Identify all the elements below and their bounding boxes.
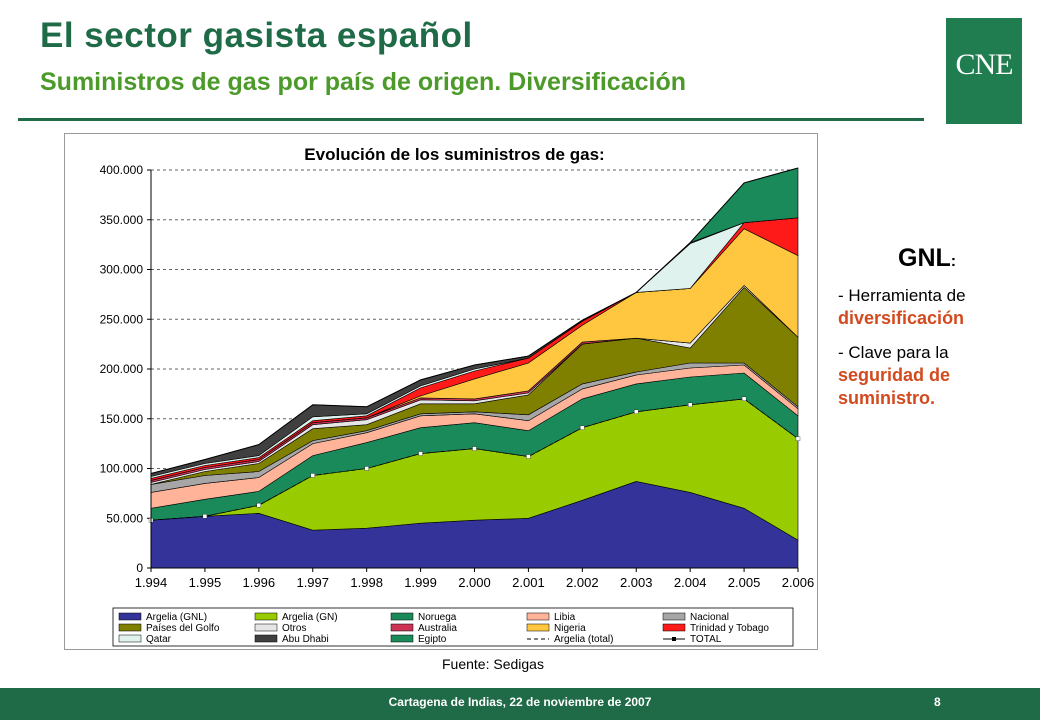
argelia-total-marker	[795, 436, 801, 441]
legend-label: TOTAL	[690, 634, 722, 645]
bullet-diversification: - Herramienta de diversificación	[838, 285, 1038, 330]
y-tick-label: 150.000	[100, 412, 144, 426]
legend-label: Otros	[282, 623, 306, 634]
gnl-heading-colon: :	[950, 253, 957, 270]
gnl-panel: GNL: - Herramienta de diversificación - C…	[838, 244, 1038, 410]
chart-title: Evolución de los suministros de gas:	[304, 145, 604, 164]
legend-label: Noruega	[418, 612, 457, 623]
legend-marker	[672, 637, 676, 641]
legend-swatch	[390, 634, 414, 643]
footer-text: Cartagena de Indias, 22 de noviembre de …	[388, 695, 652, 709]
legend-label: Egipto	[418, 634, 447, 645]
argelia-total-marker	[741, 396, 747, 402]
x-tick-label: 2.002	[566, 575, 599, 590]
legend-swatch	[662, 612, 686, 621]
y-tick-label: 100.000	[100, 462, 144, 476]
bullet-1-highlight: diversificación	[838, 308, 965, 328]
bullet-2-text: - Clave para la	[838, 343, 949, 362]
argelia-total-marker	[688, 402, 693, 407]
argelia-total-marker	[472, 446, 477, 451]
legend-swatch	[254, 612, 278, 621]
x-tick-label: 1.998	[350, 575, 383, 590]
legend-label: Libia	[554, 612, 576, 623]
x-tick-label: 2.001	[512, 575, 545, 590]
source-note: Fuente: Sedigas	[442, 656, 544, 672]
page-number: 8	[934, 695, 941, 709]
legend-swatch	[526, 623, 550, 632]
x-tick-label: 1.999	[404, 575, 437, 590]
chart-frame: Evolución de los suministros de gas: 0 50.…	[64, 133, 818, 650]
y-tick-label: 300.000	[100, 263, 144, 277]
legend-label: Nacional	[690, 612, 729, 623]
gnl-heading: GNL:	[898, 244, 1038, 273]
y-tick-label: 400.000	[100, 163, 144, 177]
y-tick-label: 0	[136, 561, 143, 575]
logo-text: CNE	[955, 48, 1014, 81]
legend-label: Argelia (GN)	[282, 612, 338, 623]
slide-title: El sector gasista español	[40, 16, 473, 55]
title-divider	[18, 118, 924, 121]
argelia-total-marker	[202, 514, 208, 519]
y-tick-label: 350.000	[100, 213, 144, 227]
legend-swatch	[390, 612, 414, 621]
x-tick-label: 2.004	[674, 575, 707, 590]
legend-label: Australia	[418, 623, 457, 634]
legend-swatch	[254, 623, 278, 632]
bullet-1-text: - Herramienta de	[838, 286, 966, 305]
gnl-heading-text: GNL	[898, 244, 951, 272]
x-tick-label: 1.994	[135, 575, 168, 590]
legend-label: Nigeria	[554, 623, 586, 634]
x-tick-label: 1.997	[296, 575, 329, 590]
argelia-total-marker	[418, 451, 423, 456]
x-tick-label: 2.003	[620, 575, 653, 590]
legend-swatch	[526, 612, 550, 621]
legend-swatch	[118, 623, 142, 632]
legend-swatch	[118, 634, 142, 643]
argelia-total-marker	[256, 503, 261, 508]
x-tick-label: 2.000	[458, 575, 491, 590]
x-tick-label: 1.996	[243, 575, 276, 590]
footer-bar: Cartagena de Indias, 22 de noviembre de …	[0, 688, 1040, 720]
legend-label: Países del Golfo	[146, 623, 220, 634]
x-tick-label: 1.995	[189, 575, 222, 590]
legend-swatch	[118, 612, 142, 621]
argelia-total-marker	[634, 409, 639, 414]
cne-logo: CNE	[946, 18, 1022, 124]
argelia-total-marker	[580, 425, 585, 430]
y-tick-label: 250.000	[100, 312, 144, 326]
y-tick-label: 200.000	[100, 362, 144, 376]
x-tick-label: 2.006	[782, 575, 815, 590]
legend-label: Trinidad y Tobago	[690, 623, 769, 634]
legend-swatch	[662, 623, 686, 632]
legend-swatch	[390, 623, 414, 632]
argelia-total-marker	[364, 466, 369, 471]
x-tick-label: 2.005	[728, 575, 761, 590]
legend-swatch	[254, 634, 278, 643]
legend-label: Abu Dhabi	[282, 634, 329, 645]
y-tick-label: 50.000	[106, 511, 143, 525]
argelia-total-marker	[526, 454, 531, 459]
slide-subtitle: Suministros de gas por país de origen. D…	[40, 68, 687, 96]
line-total	[150, 167, 799, 474]
argelia-total-marker	[310, 473, 315, 478]
bullet-2-highlight: seguridad de suministro.	[838, 365, 951, 408]
legend-label: Argelia (GNL)	[146, 612, 207, 623]
gas-supply-chart: Evolución de los suministros de gas: 0 50.…	[100, 145, 815, 647]
legend-label: Qatar	[146, 634, 172, 645]
bullet-security: - Clave para la seguridad de suministro.	[838, 342, 1038, 410]
legend-label: Argelia (total)	[554, 634, 613, 645]
